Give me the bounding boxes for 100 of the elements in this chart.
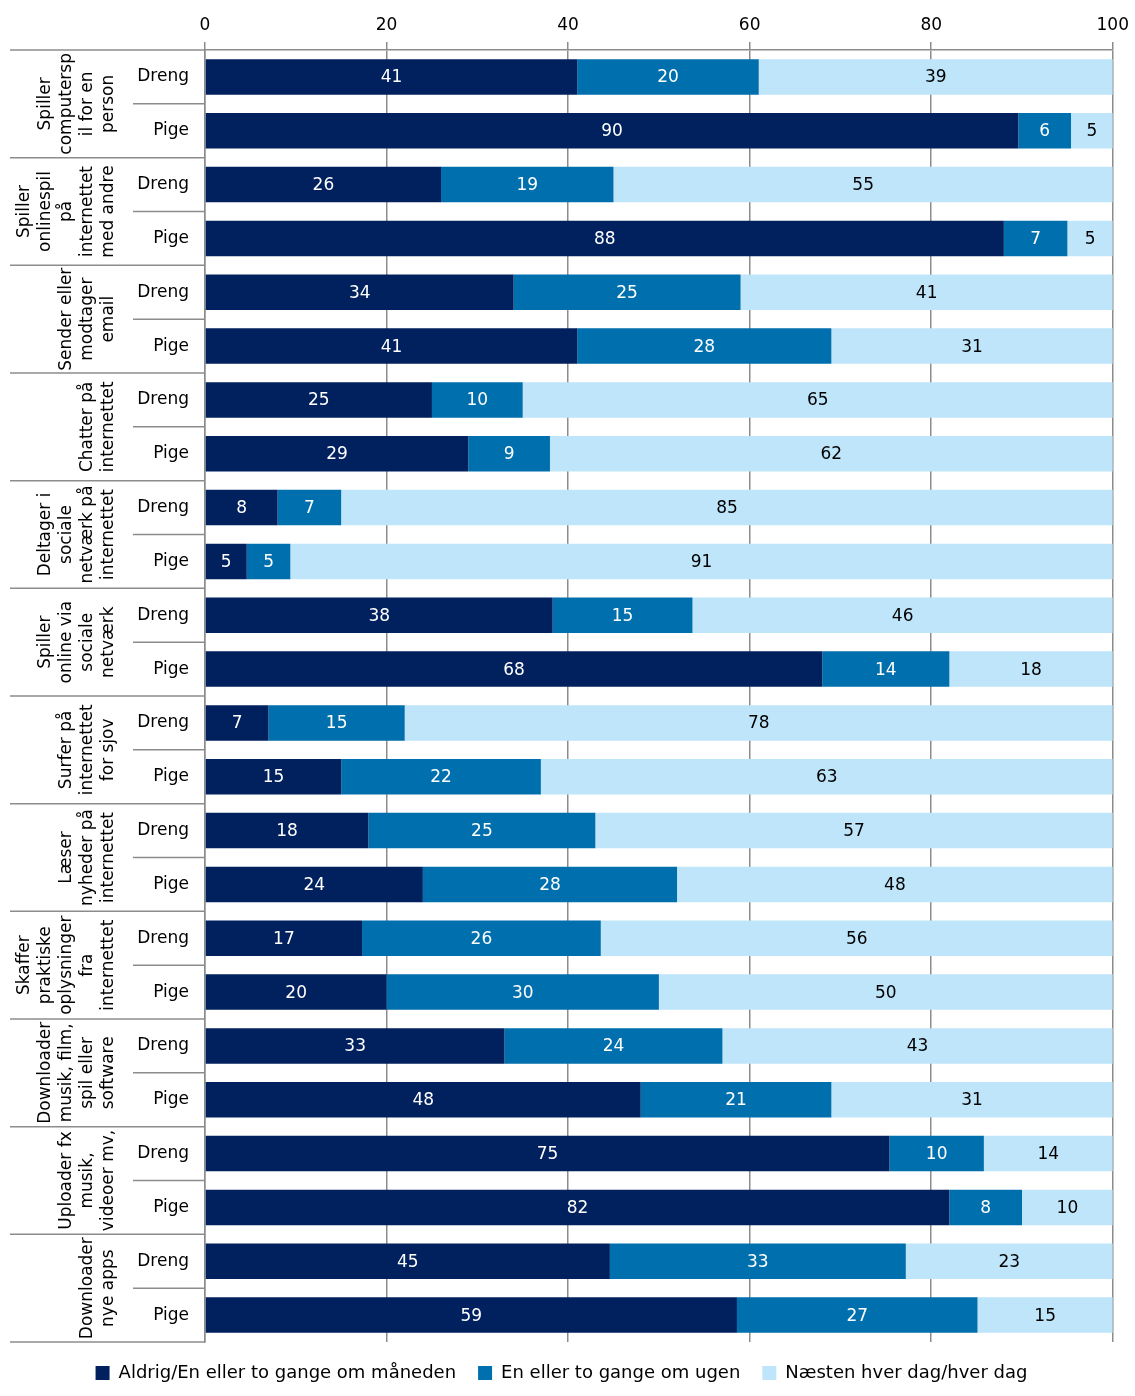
data-label: 25 [471, 820, 493, 841]
bar [341, 758, 541, 795]
data-label: 38 [368, 604, 391, 625]
data-label: 65 [806, 389, 829, 410]
x-tick-label: 20 [375, 14, 398, 35]
bar [905, 1243, 1113, 1280]
data-label: 14 [875, 658, 897, 679]
x-tick-label: 0 [199, 14, 211, 35]
y-tick-label: Pige [153, 1195, 189, 1216]
y-tick-label: Pige [153, 119, 189, 140]
bar [205, 543, 247, 580]
bar [205, 1135, 890, 1172]
data-label: 63 [816, 766, 838, 787]
x-tick-label: 100 [1096, 14, 1129, 35]
bar [205, 1081, 641, 1118]
data-label: 59 [460, 1304, 483, 1325]
data-label: 7 [1030, 227, 1042, 248]
data-label: 41 [915, 281, 938, 302]
data-label: 20 [285, 981, 307, 1002]
bar [522, 382, 1113, 418]
bar [205, 1189, 950, 1226]
bar [609, 1243, 906, 1280]
bar [205, 705, 269, 741]
bar [205, 274, 514, 311]
data-label: 31 [961, 335, 983, 356]
bar [540, 758, 1113, 795]
data-label: 82 [566, 1196, 589, 1217]
bar [758, 59, 1113, 95]
data-label: 56 [845, 927, 868, 948]
data-label: 10 [466, 389, 489, 410]
data-label: 8 [236, 497, 248, 518]
bar [205, 220, 1004, 257]
data-label: 5 [1084, 227, 1096, 248]
text: Downloader nye apps [76, 1237, 118, 1340]
data-label: 41 [380, 335, 403, 356]
bar [977, 1297, 1113, 1333]
text: Læser nyheder på internettet [55, 809, 118, 906]
data-label: 24 [303, 873, 326, 894]
data-label: 6 [1039, 120, 1051, 141]
bar [595, 812, 1113, 849]
y-tick-label: Pige [153, 1303, 189, 1324]
bar [205, 489, 278, 526]
data-label: 46 [891, 604, 914, 625]
bar [1067, 220, 1113, 257]
data-label: 43 [906, 1035, 929, 1056]
text: Downloader musik, film, spil eller software [34, 1021, 118, 1124]
bar [889, 1135, 984, 1172]
data-label: 88 [593, 227, 616, 248]
data-label: 25 [308, 389, 330, 410]
y-tick-label: Dreng [137, 926, 189, 947]
data-label: 29 [326, 443, 348, 464]
y-tick-label: Dreng [137, 1249, 189, 1270]
data-label: 75 [536, 1143, 559, 1164]
bar [205, 328, 578, 364]
data-label: 55 [852, 174, 874, 195]
legend-label: Næsten hver dag/hver dag [785, 1360, 1028, 1382]
bar [205, 597, 553, 634]
data-label: 85 [716, 497, 738, 518]
bar [422, 866, 678, 903]
data-label: 31 [961, 1089, 983, 1110]
bar [549, 435, 1113, 472]
bar [613, 166, 1113, 203]
bar [205, 812, 369, 849]
bar [831, 1081, 1113, 1118]
y-tick-label: Dreng [137, 173, 189, 194]
data-label: 5 [1086, 120, 1098, 141]
bar [205, 651, 823, 687]
data-label: 17 [273, 927, 295, 948]
y-tick-label: Pige [153, 980, 189, 1001]
data-label: 34 [348, 281, 371, 302]
y-tick-label: Pige [153, 765, 189, 786]
bar [1003, 220, 1068, 257]
data-label: 26 [312, 174, 335, 195]
legend-label: Aldrig/En eller to gange om måneden [118, 1360, 457, 1382]
data-label: 33 [747, 1250, 769, 1271]
bar [740, 274, 1113, 311]
text: Uploader fx musik, videoer mv, [55, 1129, 118, 1232]
data-label: 90 [601, 120, 623, 141]
y-tick-label: Pige [153, 657, 189, 678]
data-label: 5 [263, 550, 274, 571]
data-label: 21 [725, 1089, 747, 1110]
y-tick-label: Pige [153, 442, 189, 463]
data-label: 22 [430, 766, 452, 787]
bar [658, 974, 1113, 1010]
bar [205, 112, 1019, 149]
y-tick-label: Dreng [137, 65, 189, 86]
bar [822, 651, 950, 687]
bar [736, 1297, 978, 1333]
data-label: 9 [503, 443, 515, 464]
text: Spiller onlinespil på internettet med andre [13, 165, 118, 258]
bar [404, 705, 1113, 741]
data-label: 5 [220, 550, 232, 571]
bar [268, 705, 405, 741]
bar [722, 1028, 1113, 1064]
bar [205, 166, 442, 203]
bar [504, 1028, 723, 1064]
data-label: 68 [503, 658, 525, 679]
bar [205, 1243, 610, 1280]
bar [577, 328, 832, 364]
data-label: 48 [412, 1089, 435, 1110]
